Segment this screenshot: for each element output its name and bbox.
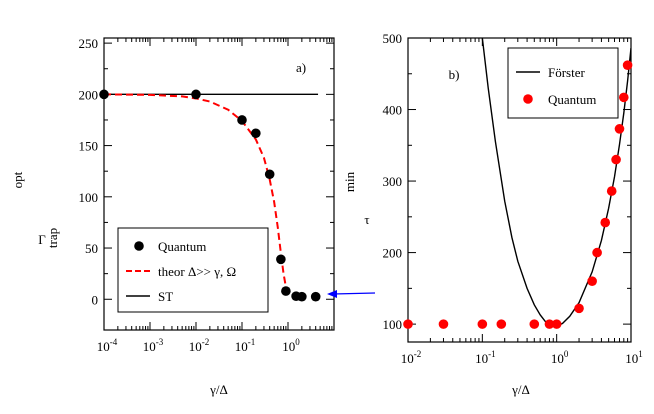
quantum-point xyxy=(622,60,633,70)
quantum-point xyxy=(529,319,540,329)
y-tick-label: 50 xyxy=(85,241,98,256)
quantum-point xyxy=(297,291,307,302)
x-tick-base: 10 xyxy=(189,339,202,354)
x-tick-base: 10 xyxy=(143,339,156,354)
quantum-point xyxy=(264,169,275,180)
x-tick-exponent: -1 xyxy=(248,337,256,347)
quantum-point xyxy=(606,186,617,196)
x-tick-exponent: -2 xyxy=(202,337,210,347)
x-axis-label: γ/Δ xyxy=(209,382,228,397)
quantum-point xyxy=(281,286,291,296)
quantum-point xyxy=(592,247,602,258)
y-axis-label-superscript: min xyxy=(342,171,357,192)
x-tick-label: 100 xyxy=(282,337,300,354)
quantum-point xyxy=(310,291,321,302)
x-tick-exponent: 0 xyxy=(295,337,300,347)
legend-st-label: ST xyxy=(158,289,173,304)
quantum-point xyxy=(551,319,562,329)
quantum-point xyxy=(237,115,247,125)
y-tick-label: 400 xyxy=(383,103,403,118)
plot-frame xyxy=(103,37,335,331)
y-tick-label: 100 xyxy=(79,190,99,205)
quantum-point xyxy=(438,319,449,329)
panel-label: a) xyxy=(296,60,306,75)
quantum-point xyxy=(477,319,488,329)
x-tick-base: 10 xyxy=(475,351,488,366)
x-tick-label: 10-2 xyxy=(401,349,422,366)
x-tick-exponent: -2 xyxy=(414,349,422,359)
x-tick-exponent: -4 xyxy=(110,337,118,347)
quantum-point xyxy=(251,128,261,139)
pointer-arrow xyxy=(327,290,376,298)
x-tick-base: 10 xyxy=(282,339,295,354)
legend-quantum-label: Quantum xyxy=(158,239,206,254)
quantum-point xyxy=(191,89,201,100)
panel-a-plot: 10-4 10-3 10-2 10-1 100050100150200250Quantu… xyxy=(10,36,335,397)
x-tick-base: 10 xyxy=(401,351,414,366)
x-tick-label: 100 xyxy=(551,349,569,366)
legend-quantum-label: Quantum xyxy=(548,92,596,107)
y-tick-label: 150 xyxy=(79,139,99,154)
quantum-point xyxy=(587,276,597,287)
legend-theory-label: theor Δ>> γ, Ω xyxy=(158,264,236,279)
x-axis-label: γ/Δ xyxy=(511,382,530,397)
quantum-point xyxy=(618,92,629,103)
legend-forster-label: Förster xyxy=(548,65,586,80)
y-tick-label: 250 xyxy=(79,36,99,51)
quantum-point xyxy=(99,89,109,100)
y-tick-label: 500 xyxy=(383,31,403,46)
quantum-point xyxy=(403,319,413,329)
y-tick-label: 300 xyxy=(383,174,403,189)
y-axis-label-subscript: trap xyxy=(45,228,60,248)
y-tick-label: 200 xyxy=(383,246,403,261)
x-tick-label: 10-1 xyxy=(475,349,496,366)
legend-quantum-marker xyxy=(134,241,144,251)
quantum-point xyxy=(544,319,555,329)
y-axis-label-main: Γ xyxy=(38,232,46,247)
y-tick-label: 100 xyxy=(383,317,403,332)
panel-label: b) xyxy=(449,67,460,82)
quantum-point xyxy=(276,254,286,265)
legend-box xyxy=(117,227,269,313)
theory-dashed-line xyxy=(103,93,289,295)
plot-frame xyxy=(407,37,632,343)
panel-b-plot: 10-2 10-1 100 101100200300400500FörsterQuan… xyxy=(342,31,643,397)
x-tick-base: 10 xyxy=(625,351,638,366)
y-tick-label: 0 xyxy=(92,292,99,307)
quantum-point xyxy=(614,124,625,134)
quantum-point xyxy=(574,303,584,314)
quantum-point xyxy=(600,217,611,228)
x-tick-label: 10-2 xyxy=(189,337,210,354)
x-tick-exponent: -3 xyxy=(156,337,164,347)
x-tick-label: 10-3 xyxy=(143,337,164,354)
x-tick-base: 10 xyxy=(97,339,110,354)
x-tick-exponent: 0 xyxy=(564,349,569,359)
x-tick-base: 10 xyxy=(551,351,564,366)
legend-quantum-marker xyxy=(523,94,533,104)
quantum-point xyxy=(611,154,621,165)
y-tick-label: 200 xyxy=(79,87,99,102)
y-axis-label-main: τ xyxy=(364,212,369,227)
x-tick-label: 10-4 xyxy=(97,337,118,354)
x-tick-exponent: -1 xyxy=(488,349,496,359)
x-tick-label: 101 xyxy=(625,349,643,366)
x-tick-label: 10-1 xyxy=(235,337,256,354)
x-tick-base: 10 xyxy=(235,339,248,354)
x-tick-exponent: 1 xyxy=(638,349,643,359)
legend-box xyxy=(507,47,619,119)
quantum-point xyxy=(496,319,507,329)
y-axis-label-superscript: opt xyxy=(10,171,25,188)
